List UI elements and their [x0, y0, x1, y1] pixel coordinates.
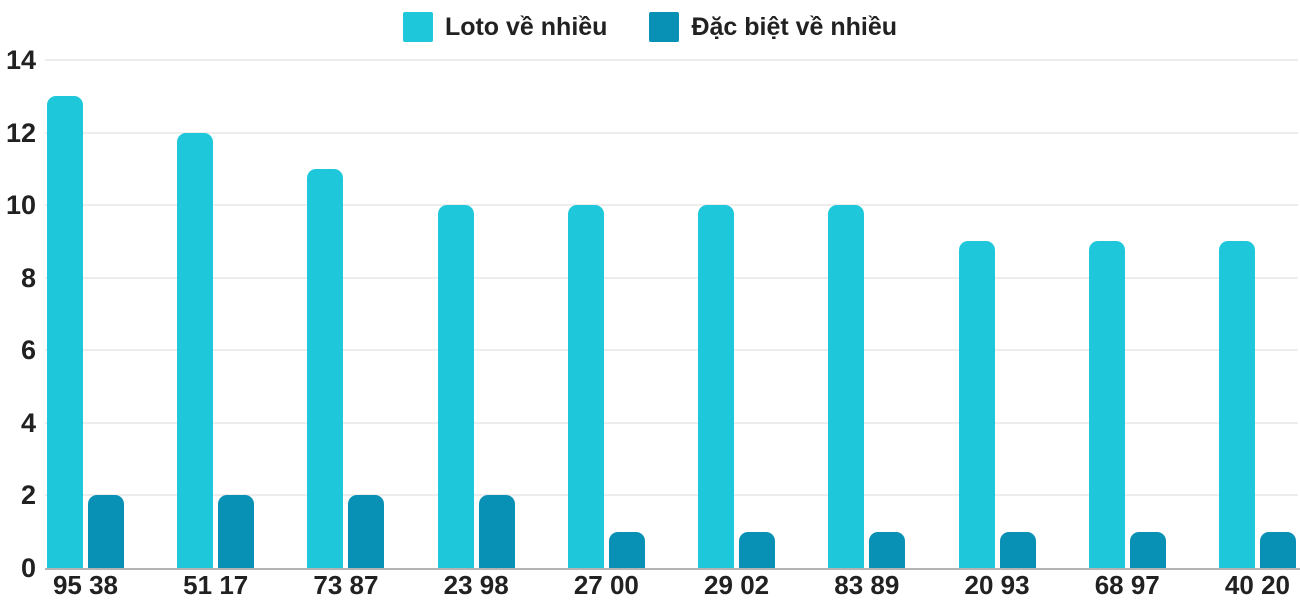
x-axis-label-29-02: 29 02 [704, 570, 770, 600]
bar-group-73-87 [307, 60, 385, 568]
y-axis-tick-14: 14 [5, 45, 36, 75]
gridline-10 [45, 204, 1298, 207]
y-axis-tick-2: 2 [20, 480, 36, 511]
bar-loto-v-nhi-u-95-38[interactable] [47, 96, 83, 568]
x-axis-label-83-89: 83 89 [834, 570, 900, 600]
y-axis-tick-6: 6 [20, 335, 36, 366]
bar--c-bi-t-v-nhi-u-68-97[interactable] [1129, 531, 1166, 568]
bar-group-27-00 [567, 60, 645, 568]
bar-group-68-97 [1088, 60, 1166, 568]
legend-color-swatch-icon [649, 12, 680, 42]
x-axis-line [45, 568, 1300, 570]
y-axis-tick-12: 12 [5, 117, 36, 148]
x-axis-label-20-93: 20 93 [964, 570, 1030, 600]
y-axis-tick-8: 8 [20, 262, 36, 293]
bar-loto-v-nhi-u-27-00[interactable] [567, 205, 604, 568]
bar-group-20-93 [958, 60, 1036, 568]
gridline-14 [45, 59, 1298, 61]
bar-loto-v-nhi-u-29-02[interactable] [698, 205, 735, 568]
bar--c-bi-t-v-nhi-u-51-17[interactable] [218, 495, 255, 568]
gridline-8 [45, 276, 1298, 279]
gridline-4 [45, 421, 1298, 424]
bar-loto-v-nhi-u-68-97[interactable] [1088, 241, 1125, 568]
plot-area [45, 59, 1298, 568]
bar-loto-v-nhi-u-20-93[interactable] [958, 241, 995, 568]
bar-group-29-02 [698, 60, 776, 568]
x-axis-label-40-20: 40 20 [1224, 570, 1290, 600]
bar-group-23-98 [437, 60, 515, 568]
gridline-12 [45, 131, 1298, 134]
bar--c-bi-t-v-nhi-u-73-87[interactable] [348, 495, 385, 568]
y-axis-tick-10: 10 [5, 190, 36, 221]
x-axis-label-68-97: 68 97 [1094, 570, 1160, 600]
bar-series-container [45, 60, 1298, 568]
gridline-6 [45, 349, 1298, 352]
bar-loto-v-nhi-u-83-89[interactable] [828, 205, 865, 568]
bar-loto-v-nhi-u-73-87[interactable] [307, 168, 344, 568]
bar-loto-v-nhi-u-51-17[interactable] [177, 132, 214, 568]
bar--c-bi-t-v-nhi-u-20-93[interactable] [999, 531, 1036, 568]
y-axis-tick-4: 4 [20, 407, 36, 438]
bar-group-51-17 [177, 60, 255, 568]
legend-label: Đặc biệt về nhiều [691, 13, 898, 41]
legend-item-loto-v-nhi-u: Loto về nhiều [402, 12, 608, 42]
legend-color-swatch-icon [402, 12, 433, 42]
x-axis-label-73-87: 73 87 [313, 570, 379, 600]
bar-group-95-38 [47, 60, 124, 568]
bar--c-bi-t-v-nhi-u-29-02[interactable] [739, 531, 776, 568]
bar--c-bi-t-v-nhi-u-95-38[interactable] [88, 495, 124, 568]
bar-loto-v-nhi-u-23-98[interactable] [437, 205, 474, 568]
legend-label: Loto về nhiều [444, 13, 608, 41]
x-axis-label-23-98: 23 98 [443, 570, 509, 600]
y-axis-labels: 0 2 4 6 8 10 12 14 [0, 45, 36, 583]
bar-loto-v-nhi-u-40-20[interactable] [1218, 241, 1255, 568]
chart-legend: Loto về nhiều Đặc biệt về nhiều [0, 12, 1300, 42]
x-axis-labels: 95 38 51 17 73 87 23 98 27 00 29 02 83 89 20 93… [45, 570, 1298, 600]
y-axis-tick-0: 0 [20, 553, 36, 583]
bar-group-40-20 [1218, 60, 1296, 568]
bar--c-bi-t-v-nhi-u-83-89[interactable] [869, 531, 906, 568]
bar-group-83-89 [828, 60, 906, 568]
x-axis-label-27-00: 27 00 [573, 570, 639, 600]
bar--c-bi-t-v-nhi-u-23-98[interactable] [478, 495, 515, 568]
legend-item--c-bi-t-v-nhi-u: Đặc biệt về nhiều [649, 12, 897, 42]
bar--c-bi-t-v-nhi-u-40-20[interactable] [1259, 531, 1296, 568]
bar--c-bi-t-v-nhi-u-27-00[interactable] [608, 531, 645, 568]
gridline-2 [45, 494, 1298, 497]
x-axis-label-51-17: 51 17 [183, 570, 249, 600]
x-axis-label-95-38: 95 38 [52, 570, 119, 600]
